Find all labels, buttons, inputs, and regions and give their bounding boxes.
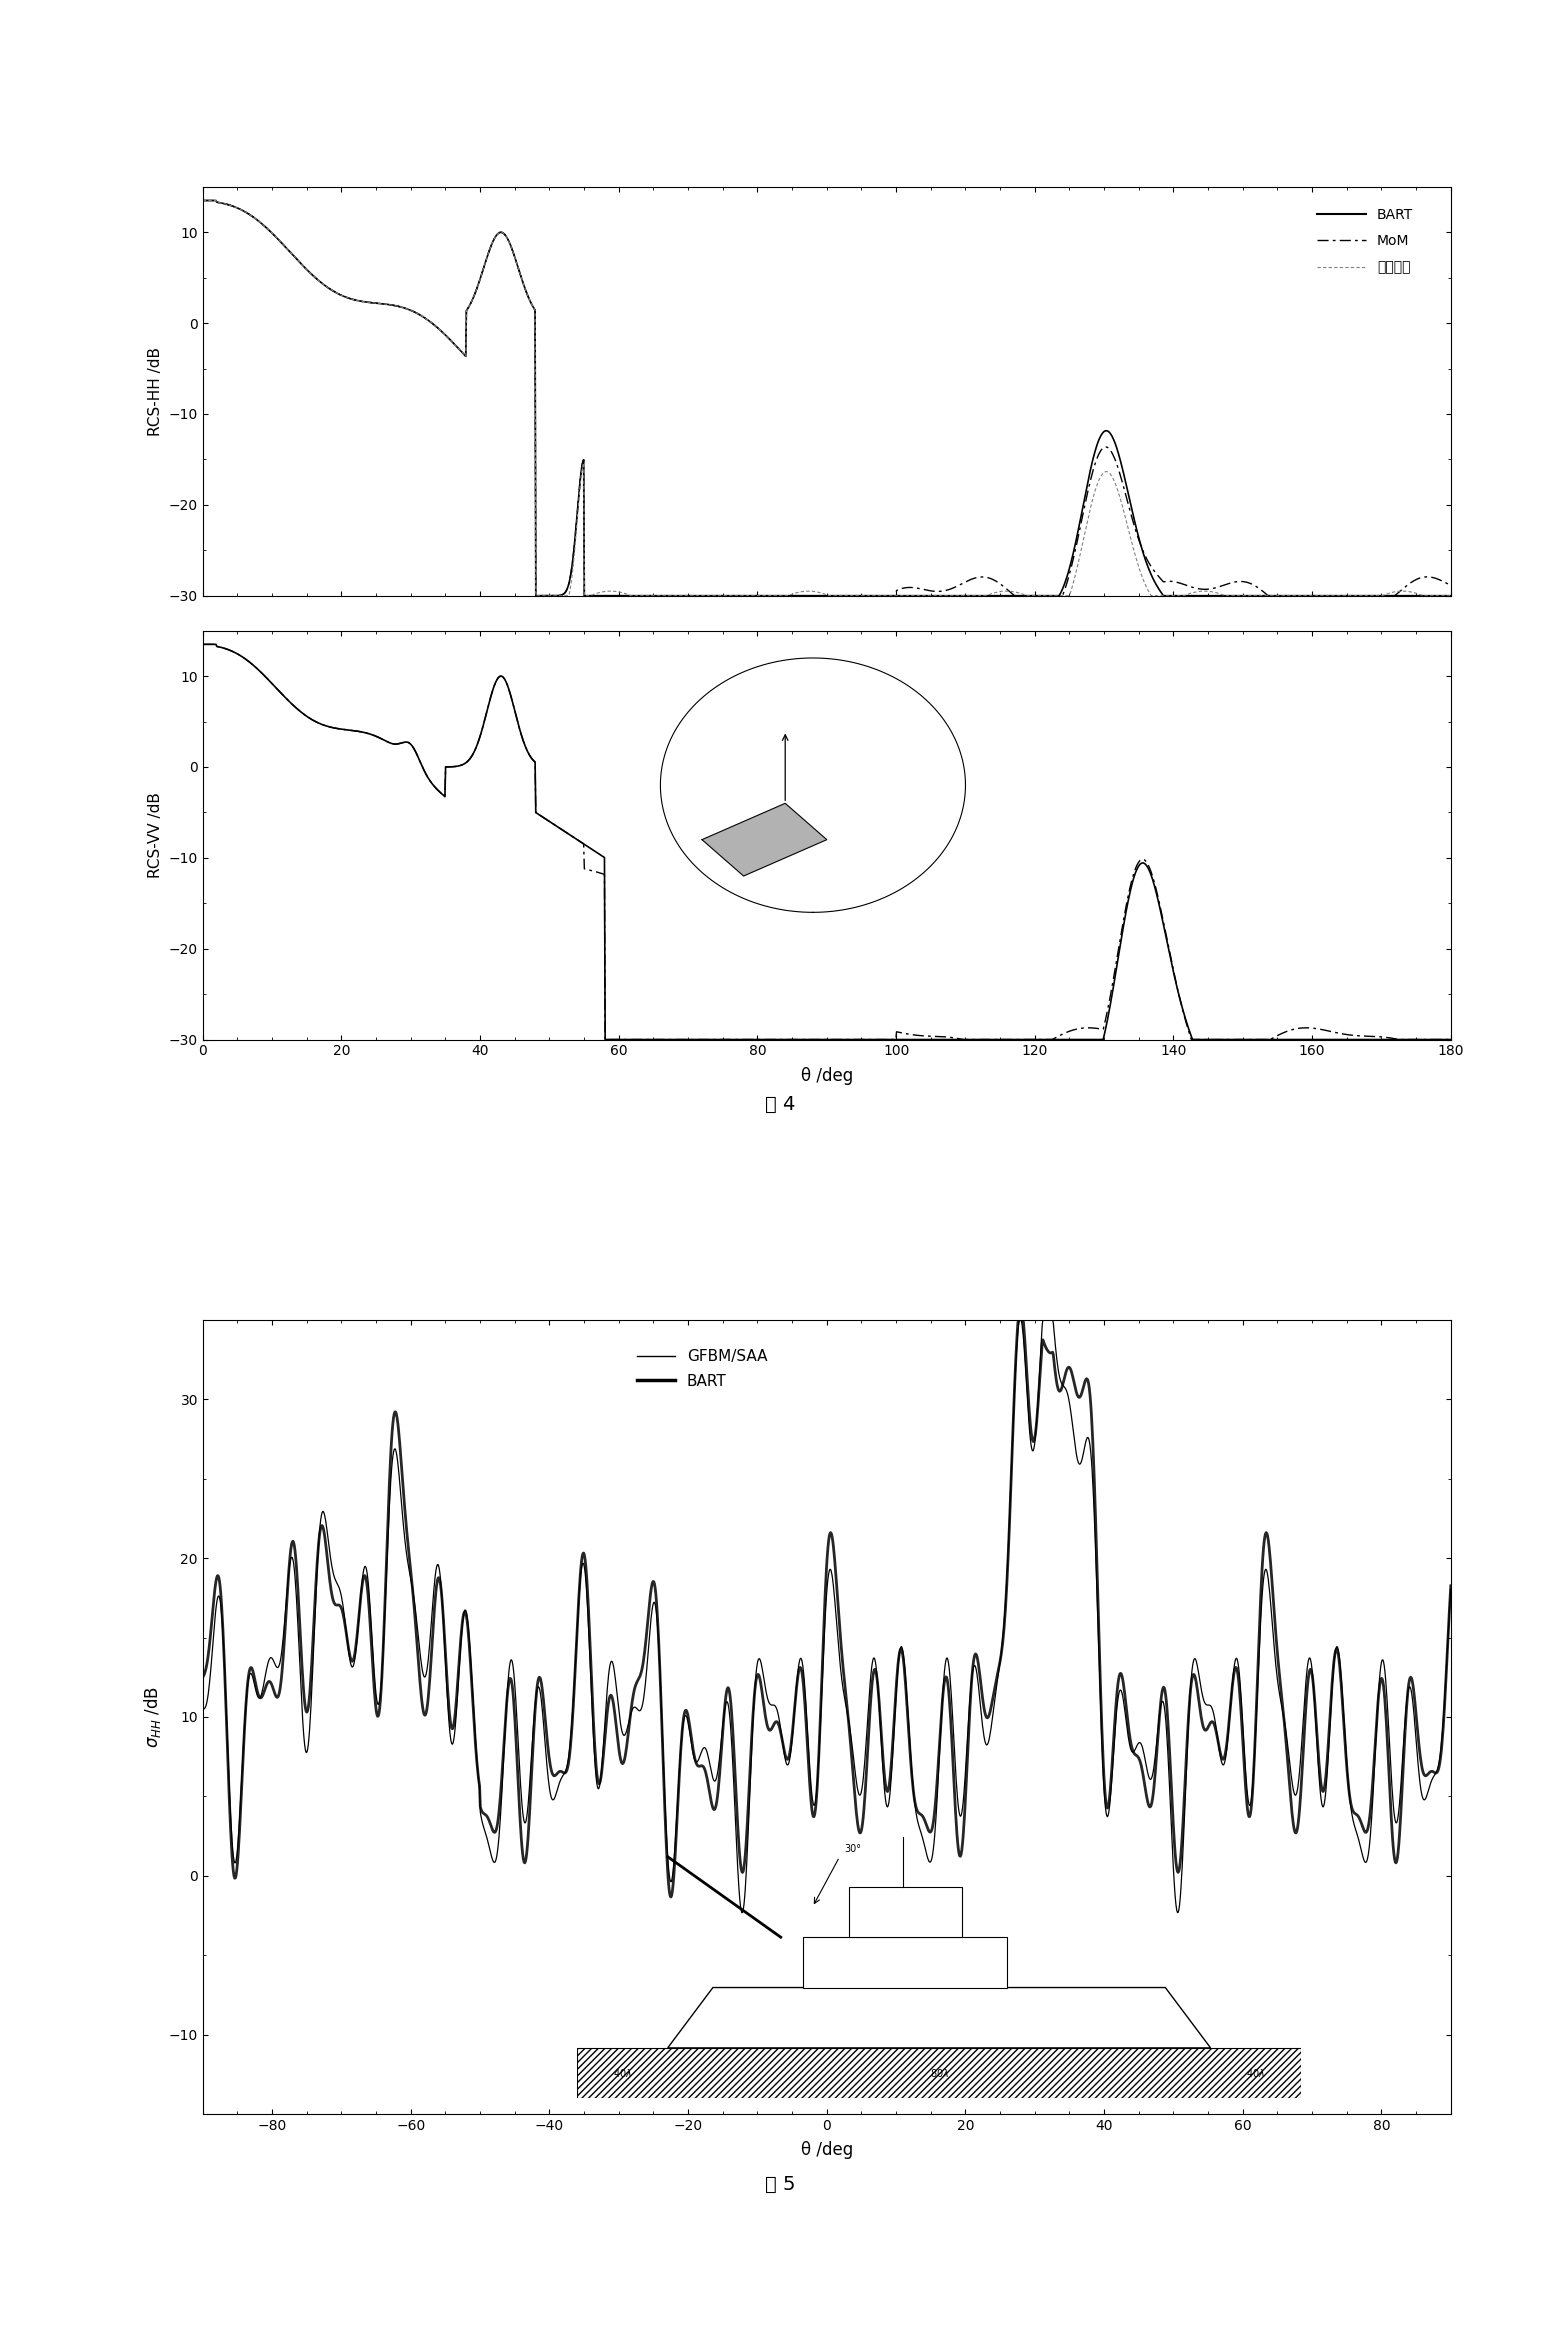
- GFBM/SAA: [1011, 1306, 1030, 1334]
- Line: GFBM/SAA: GFBM/SAA: [203, 1320, 1451, 1913]
- Y-axis label: RCS-VV /dB: RCS-VV /dB: [148, 792, 164, 878]
- GFBM/SAA: [702, 1761, 721, 1789]
- Y-axis label: $\sigma_{HH}$ /dB: $\sigma_{HH}$ /dB: [142, 1687, 164, 1747]
- BART: [710, 1768, 729, 1796]
- BART: [660, 1880, 679, 1909]
- Line: BART: BART: [203, 1320, 1451, 1897]
- BART: [1047, 1364, 1065, 1392]
- GFBM/SAA: [265, 1649, 284, 1677]
- Legend: GFBM/SAA, BART: GFBM/SAA, BART: [630, 1343, 774, 1395]
- BART: [1009, 1306, 1028, 1334]
- GFBM/SAA: [733, 1899, 752, 1927]
- BART: [704, 1794, 722, 1822]
- GFBM/SAA: [1441, 1574, 1460, 1602]
- Text: 图 4: 图 4: [764, 1096, 796, 1114]
- GFBM/SAA: [193, 1694, 212, 1722]
- BART: [1441, 1572, 1460, 1600]
- BART: [193, 1663, 212, 1691]
- X-axis label: θ /deg: θ /deg: [800, 1068, 853, 1084]
- X-axis label: θ /deg: θ /deg: [800, 2142, 853, 2158]
- Polygon shape: [702, 804, 827, 876]
- Y-axis label: RCS-HH /dB: RCS-HH /dB: [148, 346, 164, 437]
- GFBM/SAA: [1047, 1339, 1065, 1367]
- GFBM/SAA: [708, 1754, 727, 1782]
- BART: [460, 1631, 479, 1659]
- Text: 图 5: 图 5: [764, 2175, 796, 2194]
- GFBM/SAA: [460, 1624, 479, 1652]
- BART: [661, 1883, 680, 1911]
- GFBM/SAA: [660, 1864, 679, 1892]
- Legend: BART, MoM, 实测数据: BART, MoM, 实测数据: [1312, 201, 1420, 280]
- BART: [265, 1677, 284, 1705]
